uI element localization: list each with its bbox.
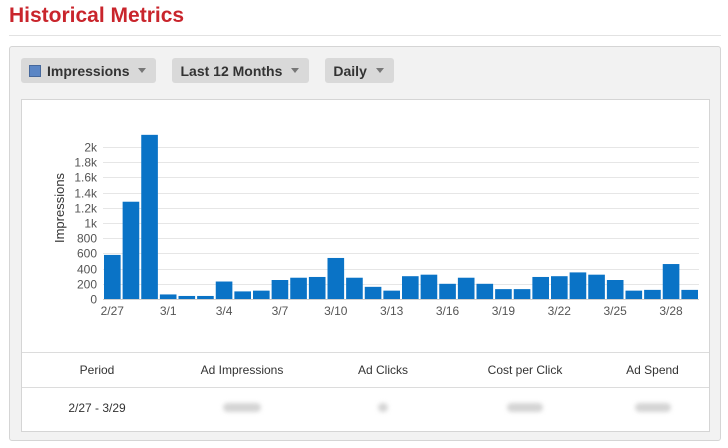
title-divider [9, 35, 721, 36]
bar-3-10 [327, 257, 345, 299]
bar-3-8 [290, 277, 307, 299]
bar-3-11 [346, 277, 363, 299]
bar-3-25 [606, 280, 624, 299]
period-value: 2/27 - 3/29 [68, 401, 126, 415]
bar-3-19 [495, 289, 512, 299]
bar-3-3 [197, 295, 214, 299]
cost-per-click-value-redacted [454, 401, 596, 415]
x-tick-label: 3/4 [216, 304, 233, 318]
bar-3-15 [420, 274, 438, 299]
x-tick-label: 3/13 [380, 304, 404, 318]
date-range-dropdown[interactable]: Last 12 Months [172, 58, 310, 83]
x-tick-label: 3/19 [492, 304, 516, 318]
column-header-ad-spend: Ad Spend [626, 363, 679, 377]
y-tick-label: 2k [84, 141, 98, 155]
y-axis-title: Impressions [52, 172, 67, 243]
y-tick-label: 1k [84, 217, 98, 231]
column-header-ad-clicks: Ad Clicks [357, 363, 408, 377]
bar-2-29 [141, 134, 158, 299]
metric-dropdown[interactable]: Impressions [21, 58, 157, 83]
bar-3-20 [513, 289, 531, 299]
column-header-ad-impressions: Ad Impressions [200, 363, 284, 377]
bar-2-27 [104, 254, 121, 299]
bar-3-7 [271, 280, 289, 299]
y-tick-label: 800 [77, 232, 97, 246]
ad-impressions-value-redacted [172, 401, 312, 415]
x-tick-label: 3/22 [548, 304, 572, 318]
ad-clicks-value-redacted [312, 401, 454, 415]
bar-3-12 [364, 286, 382, 299]
x-tick-label: 3/25 [604, 304, 628, 318]
impressions-chart: 0 200 400 600 800 1k 1.2k 1.4k 1.6k 1.8k 2k Impress… [22, 100, 709, 350]
y-tick-label: 1.4k [74, 187, 98, 201]
bar-3-4 [215, 281, 233, 299]
column-header-period: Period [79, 363, 115, 377]
x-tick-label: 3/1 [160, 304, 177, 318]
bar-3-14 [402, 276, 419, 299]
y-tick-label: 1.2k [74, 202, 98, 216]
y-tick-label: 600 [77, 247, 97, 261]
metric-dropdown-label: Impressions [47, 62, 130, 79]
metrics-panel: Impressions Last 12 Months Daily 0 200 400… [9, 46, 721, 441]
table-row: 2/27 - 3/29 [22, 388, 709, 428]
bar-3-29 [681, 289, 698, 299]
bar-3-2 [178, 295, 196, 299]
summary-table: Period Ad Impressions Ad Clicks Cost per… [22, 352, 709, 428]
chevron-down-icon [375, 68, 384, 73]
x-tick-label: 2/27 [101, 304, 125, 318]
bar-3-18 [476, 283, 494, 299]
x-tick-label: 3/7 [272, 304, 289, 318]
date-range-dropdown-label: Last 12 Months [180, 62, 283, 79]
bar-3-23 [569, 272, 587, 299]
y-tick-label: 200 [77, 278, 97, 292]
bar-3-1 [159, 294, 177, 299]
x-tick-label: 3/10 [324, 304, 348, 318]
bar-3-26 [625, 290, 643, 299]
bar-3-16 [439, 283, 456, 299]
bar-3-24 [588, 274, 605, 299]
bar-3-9 [308, 276, 326, 299]
bar-3-27 [644, 289, 661, 299]
y-tick-label: 1.8k [74, 156, 98, 170]
series-color-swatch [29, 64, 41, 77]
chevron-down-icon [138, 68, 147, 73]
interval-dropdown[interactable]: Daily [325, 58, 394, 83]
x-tick-label: 3/28 [659, 304, 683, 318]
chevron-down-icon [291, 68, 300, 73]
bar-3-17 [457, 277, 475, 299]
y-tick-label: 1.6k [74, 171, 98, 185]
bar-3-21 [532, 276, 549, 299]
y-tick-label: 0 [90, 293, 97, 307]
bar-3-22 [551, 276, 568, 299]
toolbar: Impressions Last 12 Months Daily [21, 58, 394, 83]
table-header-row: Period Ad Impressions Ad Clicks Cost per… [22, 352, 709, 388]
bar-3-6 [253, 290, 270, 299]
bar-2-28 [122, 201, 140, 299]
y-tick-label: 400 [77, 263, 97, 277]
bar-3-28 [662, 264, 680, 299]
bar-3-13 [383, 290, 400, 299]
column-header-cost-per-click: Cost per Click [487, 363, 563, 377]
chart-card: 0 200 400 600 800 1k 1.2k 1.4k 1.6k 1.8k 2k Impress… [21, 99, 710, 432]
interval-dropdown-label: Daily [333, 62, 367, 79]
bar-3-5 [234, 291, 251, 299]
ad-spend-value-redacted [596, 401, 709, 415]
x-tick-label: 3/16 [436, 304, 460, 318]
page-title: Historical Metrics [9, 4, 185, 27]
